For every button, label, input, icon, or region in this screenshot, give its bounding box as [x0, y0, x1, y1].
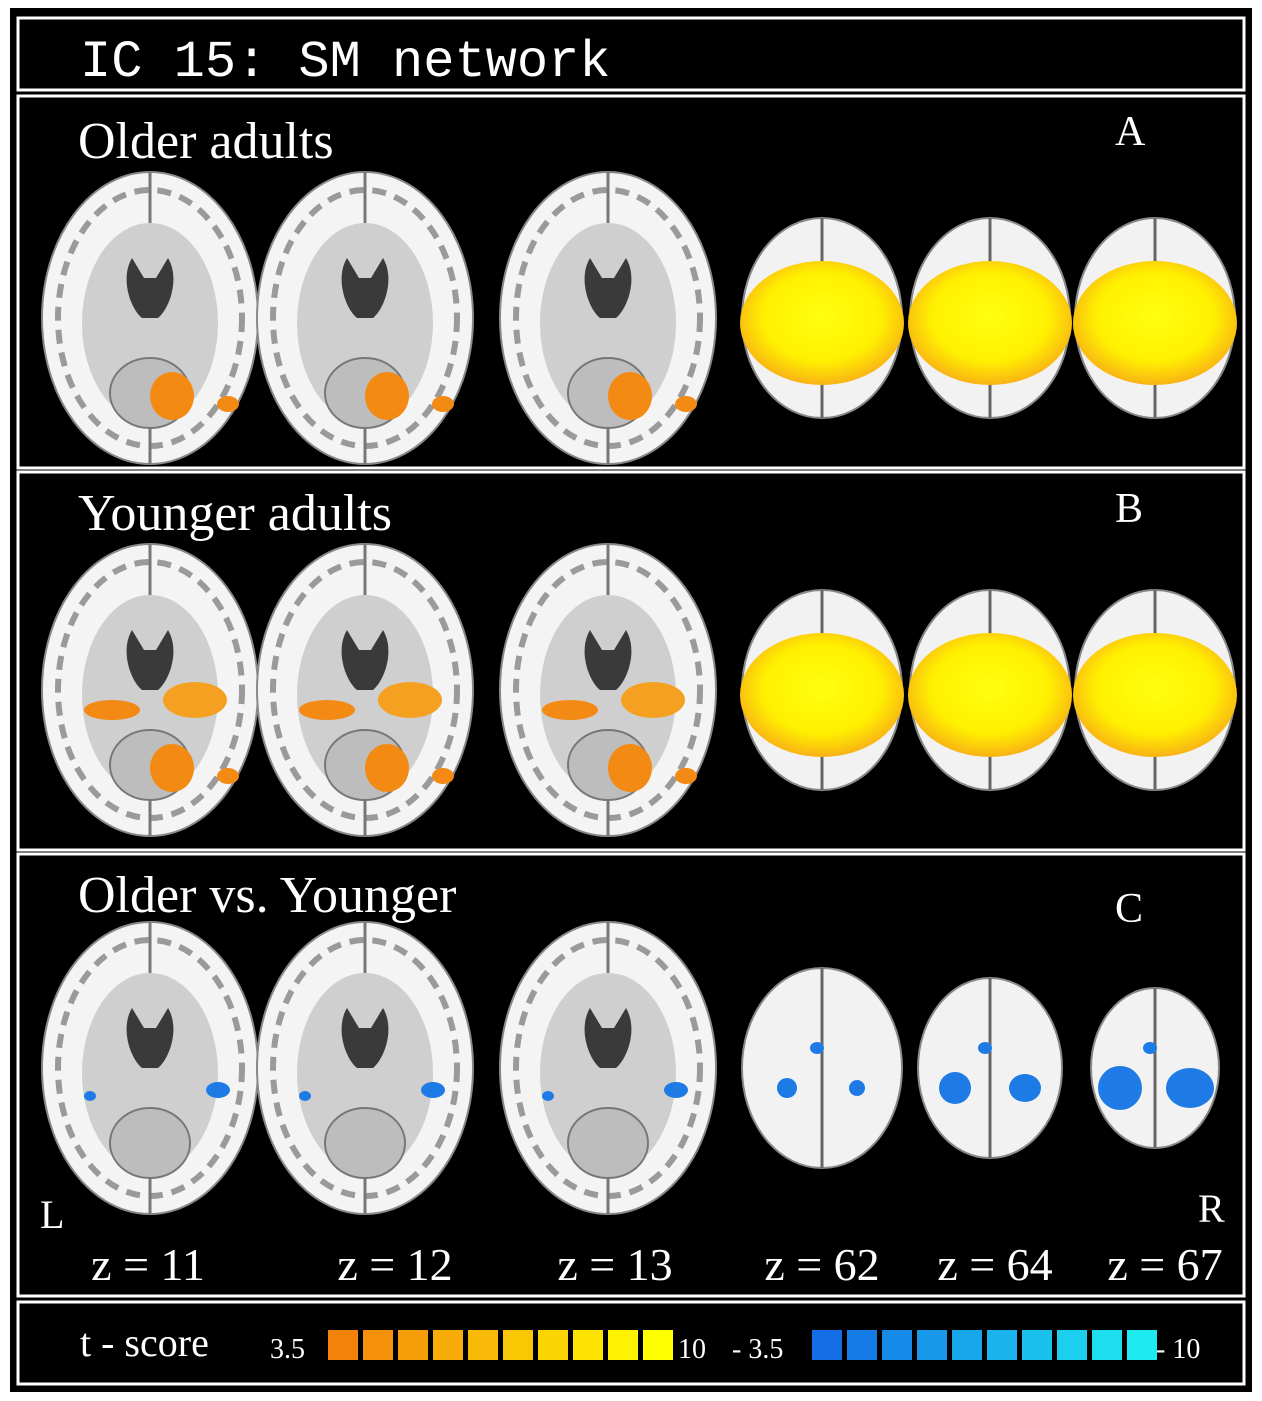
activation-blob	[378, 682, 442, 718]
slice-labels: z = 11 z = 12 z = 13 z = 62 z = 64 z = 6…	[91, 1239, 1223, 1290]
activation-blob	[84, 1091, 96, 1101]
panel-borders	[16, 16, 1246, 1386]
colorbar	[328, 1330, 1157, 1360]
activation-blob	[675, 396, 697, 412]
activation-blob	[1073, 261, 1237, 385]
slice-label: z = 64	[937, 1239, 1052, 1290]
activation-blob	[1143, 1042, 1157, 1054]
orientation-right: R	[1198, 1186, 1225, 1231]
activation-blob	[849, 1080, 865, 1096]
axial-slice	[42, 544, 258, 836]
colorbar-swatch	[538, 1330, 568, 1360]
activation-blob	[299, 1091, 311, 1101]
panel-letter: C	[1115, 886, 1143, 932]
activation-blob	[150, 372, 194, 420]
orientation-left: L	[40, 1192, 64, 1237]
axial-slice	[500, 172, 716, 464]
activation-blob	[740, 633, 904, 757]
colorbar-swatch	[917, 1330, 947, 1360]
activation-blob	[810, 1042, 824, 1054]
activation-blob	[1073, 633, 1237, 757]
activation-blob	[299, 700, 355, 720]
slice-label: z = 62	[764, 1239, 879, 1290]
axial-slice	[500, 922, 716, 1214]
panel-title: Older adults	[78, 113, 334, 170]
activation-blob	[908, 633, 1072, 757]
colorbar-tick: - 10	[1156, 1334, 1200, 1365]
activation-blob	[675, 768, 697, 784]
activation-blob	[777, 1078, 797, 1098]
colorbar-swatch	[468, 1330, 498, 1360]
activation-blob	[432, 396, 454, 412]
colorbar-swatch	[882, 1330, 912, 1360]
activation-blob	[421, 1082, 445, 1098]
activation-blob	[365, 744, 409, 792]
colorbar-swatch	[363, 1330, 393, 1360]
activation-blob	[542, 1091, 554, 1101]
activation-blob	[608, 744, 652, 792]
brain-slices	[42, 172, 1237, 1214]
activation-blob	[217, 396, 239, 412]
activation-blob	[432, 768, 454, 784]
slice-label: z = 13	[557, 1239, 672, 1290]
activation-blob	[84, 700, 140, 720]
axial-slice	[257, 922, 473, 1214]
colorbar-swatch	[812, 1330, 842, 1360]
slice-label: z = 12	[337, 1239, 452, 1290]
activation-blob	[740, 261, 904, 385]
activation-blob	[1166, 1068, 1214, 1108]
panel-title: Older vs. Younger	[78, 867, 456, 924]
panel-letter: A	[1115, 109, 1146, 155]
activation-blob	[664, 1082, 688, 1098]
colorbar-swatch	[433, 1330, 463, 1360]
colorbar-swatch	[608, 1330, 638, 1360]
activation-blob	[365, 372, 409, 420]
colorbar-tick: 10	[678, 1334, 706, 1365]
colorbar-swatch	[643, 1330, 673, 1360]
activation-blob	[939, 1072, 971, 1104]
axial-slice	[42, 172, 258, 464]
colorbar-tick: - 3.5	[732, 1334, 783, 1365]
activation-blob	[608, 372, 652, 420]
axial-slice	[257, 172, 473, 464]
activation-blob	[150, 744, 194, 792]
activation-blob	[206, 1082, 230, 1098]
activation-blob	[1098, 1066, 1142, 1110]
colorbar-swatch	[1127, 1330, 1157, 1360]
colorbar-swatch	[1057, 1330, 1087, 1360]
activation-blob	[217, 768, 239, 784]
slice-label: z = 67	[1107, 1239, 1222, 1290]
colorbar-swatch	[987, 1330, 1017, 1360]
figure-title: IC 15: SM network	[80, 33, 611, 92]
axial-slice	[257, 544, 473, 836]
colorbar-swatch	[328, 1330, 358, 1360]
panel-title: Younger adults	[78, 485, 392, 542]
axial-slice	[500, 544, 716, 836]
activation-blob	[163, 682, 227, 718]
colorbar-swatch	[1092, 1330, 1122, 1360]
colorbar-label: t - score	[80, 1320, 209, 1365]
colorbar-tick: 3.5	[270, 1334, 305, 1365]
colorbar-swatch	[847, 1330, 877, 1360]
colorbar-swatch	[573, 1330, 603, 1360]
panel-letter: B	[1115, 486, 1143, 532]
colorbar-swatch	[503, 1330, 533, 1360]
colorbar-swatch	[1022, 1330, 1052, 1360]
activation-blob	[542, 700, 598, 720]
activation-blob	[621, 682, 685, 718]
slice-label: z = 11	[91, 1239, 205, 1290]
activation-blob	[978, 1042, 992, 1054]
colorbar-swatch	[952, 1330, 982, 1360]
colorbar-swatch	[398, 1330, 428, 1360]
axial-slice	[42, 922, 258, 1214]
activation-blob	[908, 261, 1072, 385]
activation-blob	[1009, 1074, 1041, 1102]
